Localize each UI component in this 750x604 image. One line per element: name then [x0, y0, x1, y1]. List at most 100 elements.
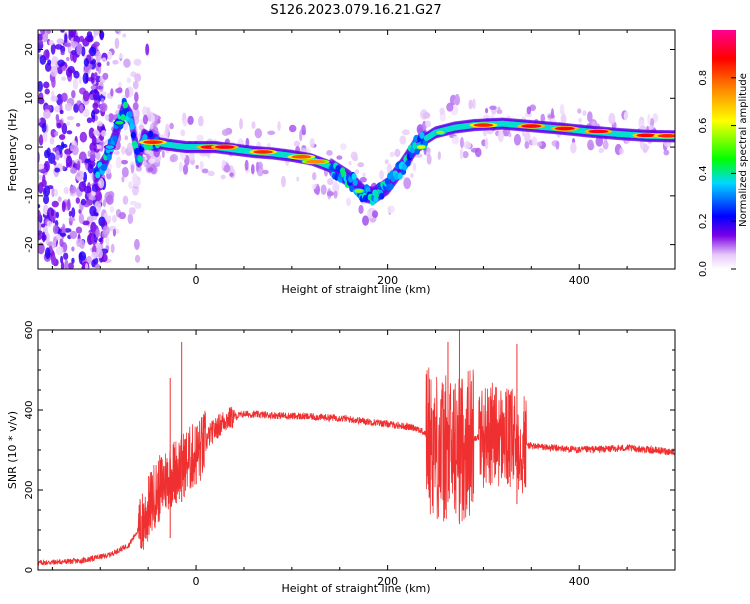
spectrogram-cell [143, 140, 163, 144]
spectrogram-cell [115, 228, 120, 235]
spectrogram-cell [112, 135, 118, 143]
spectrogram-cell [55, 234, 62, 241]
snr-ylabel: SNR (10 * v/v) [6, 411, 19, 489]
spectrogram-cell [96, 120, 103, 127]
spectrogram-cell [384, 159, 389, 165]
spectrogram-cell [115, 87, 123, 94]
spectrogram-cell [127, 14, 132, 20]
colorbar-ticks: 0.0 0.2 0.4 0.6 0.8 [698, 70, 736, 277]
spectrogram-cell [95, 150, 101, 161]
spectrogram-cell [354, 189, 364, 193]
spectrogram-cell [89, 46, 97, 57]
spectrogram-cell [405, 159, 411, 167]
spectrogram-cell [43, 109, 51, 119]
spectrogram-cell [88, 194, 97, 201]
spectrogram-cell [56, 122, 62, 129]
spectrogram-cell [63, 42, 71, 48]
spectrogram-cell [44, 62, 52, 72]
spectrogram-xtick-label: 0 [193, 274, 200, 287]
spectrogram-cell [57, 59, 65, 67]
spectrogram-cell [451, 135, 460, 145]
spectrogram-cell [39, 54, 47, 65]
spectrogram-cell [422, 112, 431, 119]
spectrogram-cell [124, 87, 130, 99]
spectrogram-cell [354, 169, 360, 175]
spectrogram-cell [335, 165, 341, 173]
spectrogram-cell [207, 170, 215, 177]
spectrogram-cell [362, 172, 366, 177]
spectrogram-cell [403, 177, 412, 190]
spectrogram-cell [578, 117, 583, 123]
spectrogram-cell [68, 217, 76, 222]
spectrogram-cell [69, 145, 75, 150]
spectrogram-cell [663, 149, 670, 156]
spectrogram-cell [73, 70, 80, 79]
spectrogram-cell [90, 72, 95, 84]
spectrogram-cell [93, 41, 100, 47]
spectrogram-cell [84, 263, 89, 269]
spectrogram-cell [489, 105, 497, 111]
spectrogram-cell [106, 61, 110, 66]
spectrogram-cell [79, 104, 84, 112]
spectrogram-cell [623, 111, 628, 121]
spectrogram-cell [95, 85, 103, 90]
spectrogram-cell [436, 130, 445, 135]
spectrogram-cell [446, 102, 454, 112]
spectrogram-cell [145, 43, 150, 56]
spectrogram-cell [89, 149, 96, 162]
spectrogram-cell [412, 162, 417, 172]
spectrogram-cell [44, 247, 51, 260]
spectrogram-cell [71, 90, 76, 99]
spectrogram-cell [105, 145, 115, 149]
spectrogram-cell [178, 161, 183, 172]
spectrogram-cell [124, 135, 129, 141]
spectrogram-cell [357, 162, 365, 168]
spectrogram-cell [78, 76, 82, 85]
spectrogram-cell [127, 111, 133, 119]
spectrogram-cell [291, 155, 312, 159]
spectrogram-cell [38, 163, 45, 170]
spectrogram-cell [251, 121, 256, 129]
spectrogram-cell [56, 38, 65, 45]
spectrogram-cell [424, 120, 431, 128]
spectrogram-cell [180, 129, 186, 137]
snr-ytick-label: 0 [24, 567, 35, 573]
spectrogram-cell [59, 232, 67, 237]
spectrogram-cell [262, 169, 269, 175]
spectrogram-cell [54, 167, 61, 173]
spectrogram-cell [416, 145, 426, 149]
spectrogram-cell [239, 118, 243, 130]
spectrogram-cell [89, 205, 97, 217]
spectrogram-cell [54, 105, 61, 113]
spectrogram-cell [146, 106, 151, 118]
spectrogram-cell [123, 58, 131, 68]
spectrogram-cell [57, 196, 62, 202]
spectrogram-cell [150, 123, 154, 130]
spectrogram-cell [138, 124, 145, 131]
spectrogram-cell [134, 254, 141, 263]
spectrogram-cell [497, 130, 504, 143]
spectrogram-cell [123, 2, 126, 9]
spectrogram-cell [333, 190, 338, 199]
spectrogram-cell [38, 92, 44, 102]
spectrogram-cell [114, 37, 120, 49]
spectrogram-cell [326, 149, 333, 156]
colorbar: 0.0 0.2 0.4 0.6 0.8 Normalized spectral ampl… [698, 30, 749, 277]
spectrogram-cell [122, 33, 127, 38]
spectrogram-cell [64, 103, 73, 111]
spectrogram-cell [76, 43, 82, 56]
spectrogram-cell [182, 119, 188, 127]
spectrogram-cell [82, 72, 89, 84]
spectrogram-cell [426, 154, 432, 165]
spectrogram-cell [482, 129, 487, 137]
spectrogram-cell [96, 248, 103, 259]
snr-xtick-label: 200 [377, 575, 398, 588]
spectrogram-cell [38, 182, 44, 194]
spectrogram-cell [214, 145, 235, 149]
spectrogram-cell [55, 211, 60, 219]
spectrogram-cell [254, 128, 263, 139]
spectrogram-cell [86, 255, 92, 265]
spectrogram-cell [47, 185, 54, 190]
spectrogram-cell [250, 164, 255, 175]
